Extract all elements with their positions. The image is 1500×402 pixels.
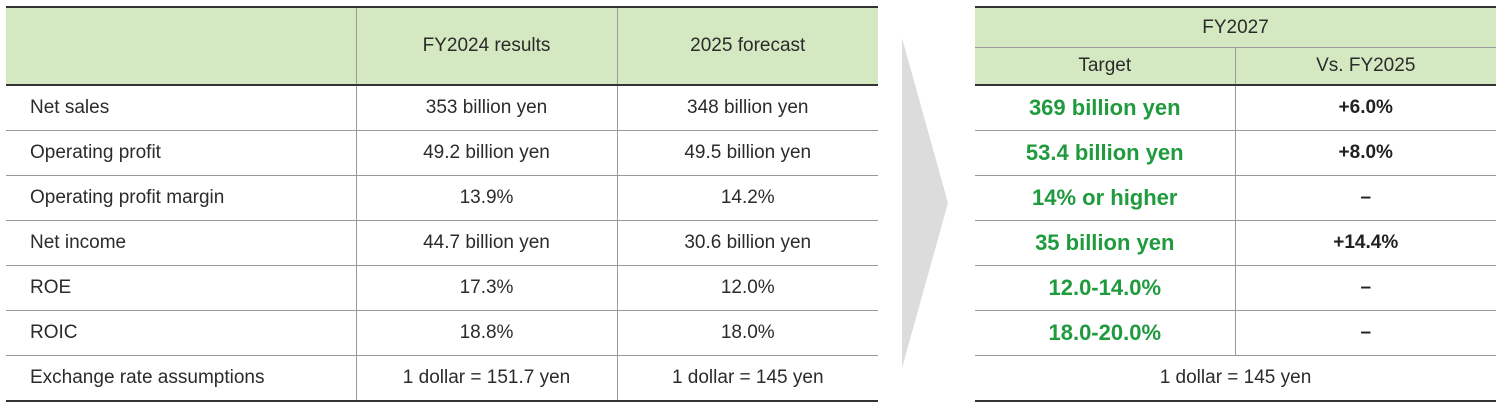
header-fy2024-results: FY2024 results (355, 7, 617, 86)
header-vs-fy2025: Vs. FY2025 (1234, 47, 1497, 86)
results-table: FY2024 results 2025 forecast Net sales 3… (6, 6, 878, 402)
forecast-2025-value: 12.0% (616, 265, 878, 311)
table-row: Net income 44.7 billion yen 30.6 billion… (6, 220, 878, 266)
row-label: Operating profit margin (6, 175, 356, 221)
table-row: 18.0-20.0% – (975, 310, 1497, 356)
table-row: ROE 17.3% 12.0% (6, 265, 878, 311)
fy2024-value: 44.7 billion yen (355, 220, 617, 266)
target-value: 18.0-20.0% (975, 310, 1235, 356)
header-2025-forecast: 2025 forecast (616, 7, 878, 86)
fy2024-value: 13.9% (355, 175, 617, 221)
header-blank-cell (6, 7, 356, 86)
row-label: ROE (6, 265, 356, 311)
fy2024-value: 1 dollar = 151.7 yen (355, 355, 617, 402)
fy2024-value: 49.2 billion yen (355, 130, 617, 176)
forecast-2025-value: 14.2% (616, 175, 878, 221)
target-value: 53.4 billion yen (975, 130, 1235, 176)
forecast-2025-value: 1 dollar = 145 yen (616, 355, 878, 402)
table-row: 369 billion yen +6.0% (975, 85, 1497, 131)
fy2027-sub-header-row: Target Vs. FY2025 (975, 47, 1497, 86)
vs-fy2025-value: – (1234, 310, 1497, 356)
table-row: 35 billion yen +14.4% (975, 220, 1497, 266)
table-row: Exchange rate assumptions 1 dollar = 151… (6, 355, 878, 402)
forecast-2025-value: 49.5 billion yen (616, 130, 878, 176)
target-value: 12.0-14.0% (975, 265, 1235, 311)
header-target: Target (975, 47, 1235, 86)
row-label: Net sales (6, 85, 356, 131)
vs-fy2025-value: – (1234, 175, 1497, 221)
results-header-row: FY2024 results 2025 forecast (6, 7, 878, 86)
table-row: 14% or higher – (975, 175, 1497, 221)
fy2027-group-header-row: FY2027 (975, 7, 1497, 48)
forecast-2025-value: 18.0% (616, 310, 878, 356)
target-value: 14% or higher (975, 175, 1235, 221)
table-row: ROIC 18.8% 18.0% (6, 310, 878, 356)
table-row: Operating profit margin 13.9% 14.2% (6, 175, 878, 221)
table-row: 12.0-14.0% – (975, 265, 1497, 311)
row-label: ROIC (6, 310, 356, 356)
table-row: 1 dollar = 145 yen (975, 355, 1497, 402)
vs-fy2025-value: +6.0% (1234, 85, 1497, 131)
row-label: Exchange rate assumptions (6, 355, 356, 402)
forecast-2025-value: 30.6 billion yen (616, 220, 878, 266)
arrow-right-icon (902, 38, 948, 368)
table-row: Net sales 353 billion yen 348 billion ye… (6, 85, 878, 131)
row-label: Net income (6, 220, 356, 266)
fy2024-value: 18.8% (355, 310, 617, 356)
fy2027-target-table: FY2027 Target Vs. FY2025 369 billion yen… (975, 6, 1497, 402)
header-fy2027: FY2027 (975, 7, 1497, 48)
target-value: 369 billion yen (975, 85, 1235, 131)
table-row: 53.4 billion yen +8.0% (975, 130, 1497, 176)
table-row: Operating profit 49.2 billion yen 49.5 b… (6, 130, 878, 176)
fy2024-value: 353 billion yen (355, 85, 617, 131)
forecast-2025-value: 348 billion yen (616, 85, 878, 131)
vs-fy2025-value: +14.4% (1234, 220, 1497, 266)
fy2024-value: 17.3% (355, 265, 617, 311)
target-value: 35 billion yen (975, 220, 1235, 266)
row-label: Operating profit (6, 130, 356, 176)
vs-fy2025-value: – (1234, 265, 1497, 311)
fy2027-exchange-rate: 1 dollar = 145 yen (975, 355, 1497, 402)
vs-fy2025-value: +8.0% (1234, 130, 1497, 176)
